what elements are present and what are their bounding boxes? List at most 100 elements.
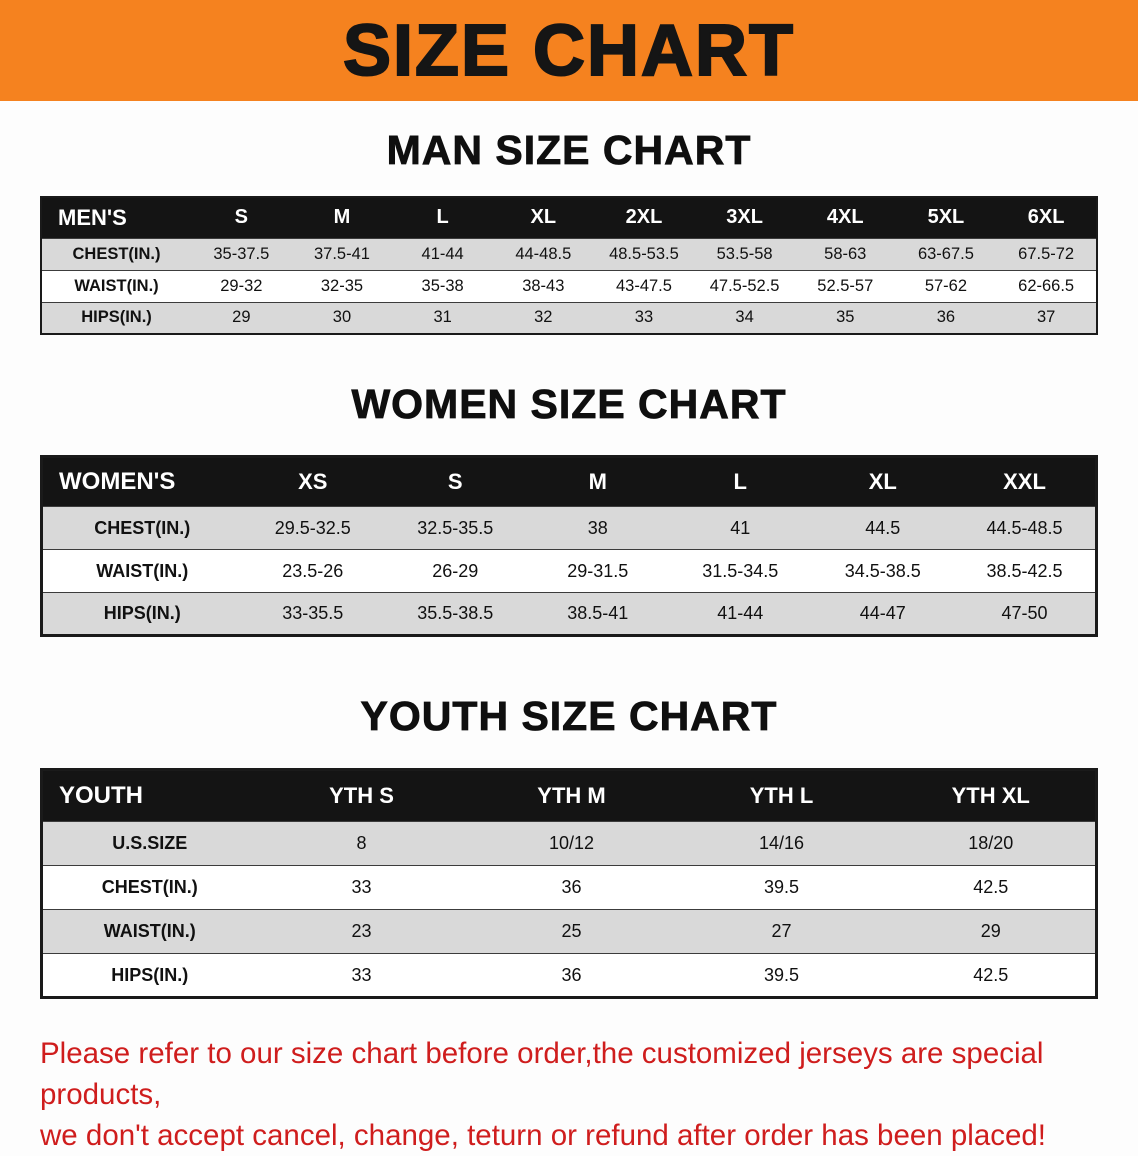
size-header-cell: 5XL — [895, 197, 997, 238]
table-title-cell: YOUTH — [41, 769, 257, 822]
size-header-cell: YTH XL — [886, 769, 1097, 822]
row-label-cell: CHEST(IN.) — [94, 517, 191, 538]
value-cell: 37 — [1036, 308, 1056, 327]
value-cell: 8 — [356, 833, 367, 853]
size-header-cell: M — [526, 456, 669, 507]
value-cell: 35 — [836, 308, 855, 327]
value-cell: 44.5-48.5 — [986, 517, 1063, 538]
value-cell: 36 — [936, 308, 956, 327]
value-cell: 44-47 — [859, 603, 906, 623]
disclaimer-line-2: we don't accept cancel, change, teturn o… — [40, 1119, 1046, 1152]
value-cell: 31 — [433, 308, 452, 327]
size-header-cell: XL — [492, 197, 594, 238]
men-size-table: MEN'S S M L XL 2XL 3XL 4XL 5XL 6XL CHEST(IN.) 35-37… — [40, 196, 1098, 335]
value-cell: 23 — [351, 921, 372, 941]
value-cell: 67.5-72 — [1018, 244, 1075, 263]
value-cell: 53.5-58 — [716, 244, 773, 263]
size-header-cell: 6XL — [996, 197, 1097, 238]
value-cell: 48.5-53.5 — [609, 244, 679, 263]
value-cell: 31.5-34.5 — [702, 560, 779, 581]
disclaimer-text: Please refer to our size chart before or… — [40, 1033, 1100, 1156]
value-cell: 36 — [561, 877, 582, 897]
value-cell: 38.5-41 — [567, 603, 629, 623]
value-cell: 38 — [587, 517, 608, 538]
value-cell: 33 — [634, 308, 654, 327]
size-chart-banner: SIZE CHART — [0, 0, 1138, 101]
table-row: HIPS(IN.) 33-35.5 35.5-38.5 38.5-41 41-44 44-… — [41, 592, 1097, 636]
row-label-cell: HIPS(IN.) — [81, 308, 152, 327]
row-label-cell: WAIST(IN.) — [103, 921, 196, 941]
value-cell: 32-35 — [320, 276, 364, 295]
value-cell: 29-32 — [220, 276, 263, 295]
table-row: HIPS(IN.) 29 30 31 32 33 34 35 36 37 — [41, 302, 1097, 334]
value-cell: 58-63 — [824, 244, 867, 263]
value-cell: 14/16 — [758, 833, 805, 853]
value-cell: 33 — [351, 964, 372, 985]
value-cell: 27 — [771, 921, 792, 941]
size-chart-content: MAN SIZE CHART MEN'S S M L XL 2XL 3XL 4XL 5XL 6XL… — [0, 127, 1138, 1156]
row-label-cell: CHEST(IN.) — [72, 244, 161, 263]
size-header-cell: XXL — [954, 456, 1097, 507]
size-header-cell: L — [392, 197, 493, 238]
value-cell: 18/20 — [968, 833, 1014, 853]
value-cell: 62-66.5 — [1018, 276, 1075, 295]
value-cell: 42.5 — [973, 964, 1009, 985]
size-header-cell: XS — [241, 456, 384, 507]
value-cell: 38-43 — [522, 276, 565, 295]
size-header-cell: L — [669, 456, 812, 507]
value-cell: 52.5-57 — [817, 276, 874, 295]
table-header-row: WOMEN'S XS S M L XL XXL — [41, 456, 1097, 507]
value-cell: 43-47.5 — [615, 276, 672, 295]
table-row: WAIST(IN.) 23.5-26 26-29 29-31.5 31.5-34.5 34… — [41, 549, 1097, 593]
banner-title: SIZE CHART — [342, 10, 795, 91]
women-size-table: WOMEN'S XS S M L XL XXL CHEST(IN.) 29.5-32.5 32.5… — [40, 455, 1098, 637]
table-title-cell: MEN'S — [41, 197, 191, 238]
table-row: WAIST(IN.) 29-32 32-35 35-38 38-43 43-47.5 47.… — [41, 270, 1097, 302]
value-cell: 35.5-38.5 — [417, 603, 494, 623]
value-cell: 41-44 — [421, 244, 464, 263]
value-cell: 32.5-35.5 — [417, 517, 494, 538]
table-row: U.S.SIZE 8 10/12 14/16 18/20 — [41, 821, 1097, 866]
value-cell: 10/12 — [548, 833, 595, 853]
men-section-heading: MAN SIZE CHART — [386, 127, 752, 174]
size-header-cell: 2XL — [593, 197, 695, 238]
size-header-cell: XL — [811, 456, 954, 507]
table-row: WAIST(IN.) 23 25 27 29 — [41, 909, 1097, 954]
value-cell: 35-37.5 — [213, 244, 270, 263]
men-size-section: MAN SIZE CHART MEN'S S M L XL 2XL 3XL 4XL 5XL 6XL… — [0, 127, 1138, 335]
table-row: HIPS(IN.) 33 36 39.5 42.5 — [41, 953, 1097, 998]
value-cell: 39.5 — [763, 877, 800, 897]
size-header-cell: M — [291, 197, 393, 238]
value-cell: 29 — [980, 921, 1001, 941]
youth-section-heading: YOUTH SIZE CHART — [360, 693, 778, 740]
value-cell: 34.5-38.5 — [844, 560, 921, 581]
value-cell: 29.5-32.5 — [274, 517, 351, 538]
size-header-cell: 3XL — [694, 197, 795, 238]
value-cell: 41 — [730, 517, 751, 538]
women-section-heading: WOMEN SIZE CHART — [351, 381, 787, 428]
value-cell: 33 — [351, 877, 372, 897]
table-header-row: MEN'S S M L XL 2XL 3XL 4XL 5XL 6XL — [41, 197, 1097, 238]
value-cell: 41-44 — [717, 603, 764, 623]
value-cell: 37.5-41 — [314, 244, 370, 263]
table-row: CHEST(IN.) 35-37.5 37.5-41 41-44 44-48.5 48.5… — [41, 238, 1097, 270]
youth-size-section: YOUTH SIZE CHART YOUTH YTH S YTH M YTH L YTH… — [0, 693, 1138, 999]
value-cell: 23.5-26 — [282, 560, 344, 581]
value-cell: 29 — [232, 308, 251, 327]
row-label-cell: WAIST(IN.) — [96, 560, 189, 581]
size-header-cell: YTH L — [676, 769, 887, 822]
value-cell: 30 — [332, 308, 352, 327]
value-cell: 39.5 — [763, 964, 800, 985]
value-cell: 35-38 — [421, 276, 464, 295]
value-cell: 44.5 — [865, 517, 901, 538]
size-header-cell: S — [191, 197, 292, 238]
value-cell: 36 — [561, 964, 582, 985]
table-title-cell: WOMEN'S — [41, 456, 242, 507]
row-label-cell: HIPS(IN.) — [111, 964, 189, 985]
table-row: CHEST(IN.) 33 36 39.5 42.5 — [41, 865, 1097, 910]
size-header-cell: YTH M — [466, 769, 677, 822]
row-label-cell: CHEST(IN.) — [101, 877, 198, 897]
women-size-section: WOMEN SIZE CHART WOMEN'S XS S M L XL XXL CHEST(… — [0, 381, 1138, 637]
value-cell: 26-29 — [432, 560, 479, 581]
table-header-row: YOUTH YTH S YTH M YTH L YTH XL — [41, 769, 1097, 822]
